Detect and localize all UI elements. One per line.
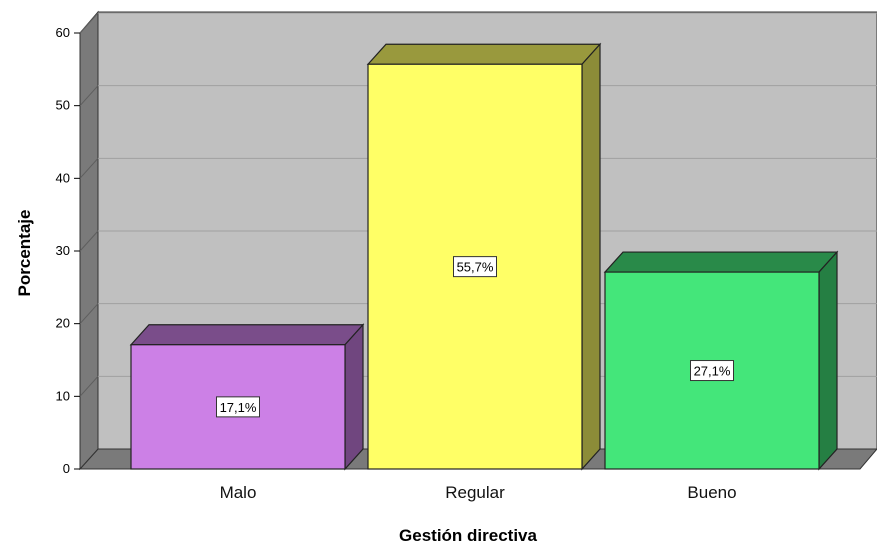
y-axis-title: Porcentaje xyxy=(15,210,34,297)
y-tick-label: 50 xyxy=(56,98,70,113)
y-axis: 0 10 20 30 40 50 60 xyxy=(56,25,80,476)
y-tick-label: 20 xyxy=(56,316,70,331)
bar-side xyxy=(818,250,838,471)
y-tick-label: 30 xyxy=(56,243,70,258)
data-label: 17,1% xyxy=(220,400,257,415)
x-tick-label: Bueno xyxy=(687,483,736,502)
bar-side xyxy=(581,42,601,471)
bar-regular: 55,7% xyxy=(366,42,602,471)
data-label-box xyxy=(690,360,734,382)
data-label-box xyxy=(216,396,260,418)
x-axis-title: Gestión directiva xyxy=(399,526,537,545)
y-tick-label: 60 xyxy=(56,25,70,40)
gridline-side xyxy=(79,230,99,252)
gridline-side xyxy=(79,375,99,397)
x-tick-label: Malo xyxy=(220,483,257,502)
bar-malo: 17,1% xyxy=(129,323,365,471)
bar-top xyxy=(129,324,365,346)
x-axis: Malo Regular Bueno xyxy=(220,483,737,502)
y-tick-label: 0 xyxy=(63,461,70,476)
gridline-side xyxy=(79,157,99,179)
gridline-side xyxy=(79,85,99,107)
data-label-box xyxy=(453,256,497,278)
gridline-side xyxy=(79,12,99,34)
gridline-side xyxy=(79,303,99,325)
x-tick-label: Regular xyxy=(445,483,505,502)
y-tick-label: 10 xyxy=(56,388,70,403)
bars: 17,1% 55,7% 27,1% xyxy=(129,42,839,471)
data-label: 55,7% xyxy=(457,260,494,275)
data-label: 27,1% xyxy=(694,364,731,379)
bar-top xyxy=(603,251,839,273)
bar-top xyxy=(366,43,602,65)
bar-bueno: 27,1% xyxy=(603,250,839,471)
y-tick-label: 40 xyxy=(56,170,70,185)
bar-side xyxy=(344,323,364,471)
